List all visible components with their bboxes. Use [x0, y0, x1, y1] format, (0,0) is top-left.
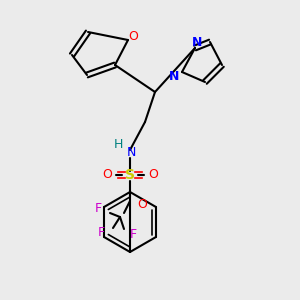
Text: O: O: [148, 169, 158, 182]
Text: F: F: [98, 226, 105, 238]
Text: N: N: [169, 70, 179, 83]
Text: H: H: [113, 139, 123, 152]
Text: F: F: [94, 202, 102, 215]
Text: N: N: [192, 35, 202, 49]
Text: O: O: [128, 31, 138, 44]
Text: O: O: [137, 197, 147, 211]
Text: F: F: [129, 229, 137, 242]
Text: N: N: [126, 146, 136, 158]
Text: O: O: [102, 169, 112, 182]
Text: S: S: [125, 168, 135, 182]
